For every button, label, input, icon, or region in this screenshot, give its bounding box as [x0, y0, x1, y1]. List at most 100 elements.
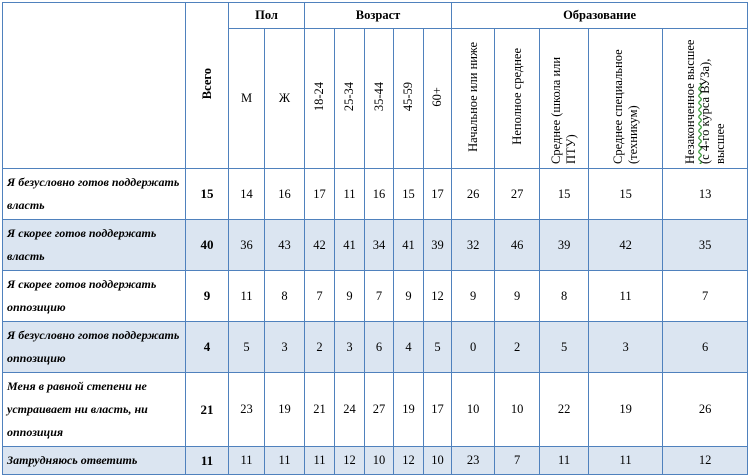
- row-value: 14: [228, 168, 265, 220]
- row-value: 12: [423, 270, 453, 322]
- row-value: 2: [304, 321, 336, 373]
- row-label: Я безусловно готов поддержать власть: [2, 168, 186, 220]
- row-value: 23: [228, 372, 265, 447]
- header-edu-5-underlined: Незаконченное: [682, 83, 697, 164]
- row-value: 10: [364, 446, 395, 475]
- row-value: 27: [364, 372, 395, 447]
- row-value: 26: [451, 168, 496, 220]
- row-value: 11: [539, 446, 590, 475]
- row-value: 16: [263, 168, 306, 220]
- header-sex-f: Ж: [263, 28, 306, 169]
- row-value: 39: [423, 219, 453, 271]
- row-value: 34: [364, 219, 395, 271]
- row-value: 9: [334, 270, 366, 322]
- row-value: 10: [451, 372, 496, 447]
- row-value: 39: [539, 219, 590, 271]
- row-value: 11: [588, 446, 664, 475]
- table-row: Я безусловно готов поддержать оппозицию 4…: [2, 321, 749, 373]
- row-value: 10: [494, 372, 541, 447]
- header-sex-m: М: [228, 28, 265, 169]
- row-value: 7: [494, 446, 541, 475]
- row-value: 10: [423, 446, 453, 475]
- header-edu-5: Незаконченное высшее (с 4-го курса ВУЗа)…: [662, 28, 749, 169]
- header-age-3: 35-44: [364, 28, 395, 169]
- row-value: 7: [304, 270, 336, 322]
- row-total: 40: [185, 219, 229, 271]
- row-value: 8: [539, 270, 590, 322]
- row-value: 15: [588, 168, 664, 220]
- corner-cell: [2, 2, 186, 169]
- row-value: 6: [662, 321, 749, 373]
- header-edu-3: Среднее (школа или ПТУ): [539, 28, 590, 169]
- row-value: 15: [539, 168, 590, 220]
- row-label: Я скорее готов поддержать власть: [2, 219, 186, 271]
- row-value: 11: [228, 446, 265, 475]
- row-total: 4: [185, 321, 229, 373]
- row-value: 43: [263, 219, 306, 271]
- row-value: 16: [364, 168, 395, 220]
- group-education: Образование: [451, 2, 749, 29]
- row-value: 3: [263, 321, 306, 373]
- table-row: Я скорее готов поддержать оппозицию 9 11 8 7…: [2, 270, 749, 322]
- row-value: 7: [662, 270, 749, 322]
- row-value: 5: [228, 321, 265, 373]
- header-age-4: 45-59: [393, 28, 425, 169]
- row-value: 3: [588, 321, 664, 373]
- row-value: 11: [263, 446, 306, 475]
- row-total: 11: [185, 446, 229, 475]
- row-value: 11: [588, 270, 664, 322]
- header-edu-1: Начальное или ниже: [451, 28, 496, 169]
- row-value: 9: [494, 270, 541, 322]
- table-row: Я скорее готов поддержать власть 40 36 43 42…: [2, 219, 749, 271]
- row-value: 21: [304, 372, 336, 447]
- row-value: 9: [393, 270, 425, 322]
- row-value: 7: [364, 270, 395, 322]
- row-value: 27: [494, 168, 541, 220]
- row-value: 9: [451, 270, 496, 322]
- row-value: 13: [662, 168, 749, 220]
- row-total: 15: [185, 168, 229, 220]
- row-value: 2: [494, 321, 541, 373]
- header-edu-2: Неполное среднее: [494, 28, 541, 169]
- row-value: 17: [423, 168, 453, 220]
- row-total: 9: [185, 270, 229, 322]
- row-value: 32: [451, 219, 496, 271]
- header-age-2: 25-34: [334, 28, 366, 169]
- row-label: Меня в равной степени не устраивает ни в…: [2, 372, 186, 447]
- header-age-5: 60+: [423, 28, 453, 169]
- header-edu-4: Среднее специальное (техникум): [588, 28, 664, 169]
- row-value: 15: [393, 168, 425, 220]
- total-header-label: Всего: [199, 67, 214, 100]
- row-value: 8: [263, 270, 306, 322]
- header-age-1: 18-24: [304, 28, 336, 169]
- table-row: Меня в равной степени не устраивает ни в…: [2, 372, 749, 447]
- row-value: 19: [393, 372, 425, 447]
- row-label: Затрудняюсь ответить: [2, 446, 186, 475]
- row-value: 36: [228, 219, 265, 271]
- row-value: 3: [334, 321, 366, 373]
- row-value: 35: [662, 219, 749, 271]
- row-value: 24: [334, 372, 366, 447]
- row-value: 46: [494, 219, 541, 271]
- row-value: 6: [364, 321, 395, 373]
- row-value: 0: [451, 321, 496, 373]
- row-value: 5: [539, 321, 590, 373]
- row-value: 17: [423, 372, 453, 447]
- row-value: 11: [228, 270, 265, 322]
- row-value: 12: [334, 446, 366, 475]
- row-label: Я безусловно готов поддержать оппозицию: [2, 321, 186, 373]
- row-value: 12: [393, 446, 425, 475]
- row-value: 23: [451, 446, 496, 475]
- row-value: 12: [662, 446, 749, 475]
- group-age: Возраст: [304, 2, 453, 29]
- table-row: Я безусловно готов поддержать власть 15 14…: [2, 168, 749, 220]
- row-value: 17: [304, 168, 336, 220]
- row-label: Я скорее готов поддержать оппозицию: [2, 270, 186, 322]
- row-value: 41: [334, 219, 366, 271]
- total-header: Всего: [185, 2, 229, 169]
- table-body: Я безусловно готов поддержать власть 15 14…: [2, 168, 749, 475]
- row-value: 11: [304, 446, 336, 475]
- row-value: 19: [263, 372, 306, 447]
- row-value: 4: [393, 321, 425, 373]
